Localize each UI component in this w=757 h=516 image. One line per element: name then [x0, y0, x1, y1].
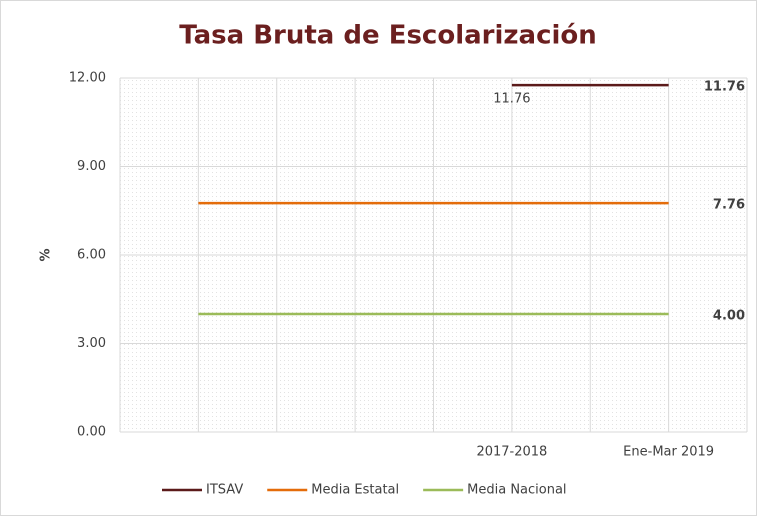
y-tick-label: 3.00: [77, 336, 106, 351]
chart-title: Tasa Bruta de Escolarización: [179, 21, 597, 51]
y-tick-label: 0.00: [77, 425, 106, 440]
data-label: 7.76: [713, 198, 745, 213]
x-tick-label: Ene-Mar 2019: [623, 445, 714, 460]
y-tick-label: 12.00: [69, 71, 106, 86]
data-label: 4.00: [713, 309, 745, 324]
legend-label: Media Estatal: [311, 483, 399, 498]
data-label: 11.76: [704, 80, 745, 95]
data-label: 11.76: [493, 92, 530, 107]
legend-label: Media Nacional: [467, 483, 566, 498]
x-tick-label: 2017-2018: [476, 445, 547, 460]
legend-label: ITSAV: [206, 483, 243, 498]
y-axis-label: %: [39, 248, 54, 261]
y-tick-label: 9.00: [77, 159, 106, 174]
y-tick-label: 6.00: [77, 248, 106, 263]
